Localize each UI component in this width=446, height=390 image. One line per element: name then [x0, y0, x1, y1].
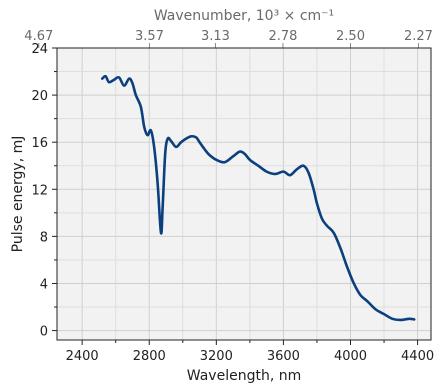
x-tick-label-5: 4400 — [401, 349, 434, 364]
top-tick-label-4: 2.50 — [336, 29, 365, 44]
y-tick-label-5: 20 — [31, 89, 48, 104]
top-tick-label-2: 3.13 — [201, 29, 230, 44]
y-tick-label-3: 12 — [31, 183, 48, 198]
x-tick-label-4: 4000 — [334, 349, 367, 364]
y-tick-label-0: 0 — [40, 325, 48, 340]
y-axis-title: Pulse energy, mJ — [10, 136, 26, 253]
y-tick-label-6: 24 — [31, 42, 48, 57]
tick-labels: 2400 2800 3200 3600 4000 4400 0 4 8 12 16 20 244.67 3… — [24, 29, 434, 364]
top-tick-label-5: 2.27 — [404, 29, 433, 44]
series-line — [100, 74, 416, 322]
y-tick-label-4: 16 — [31, 136, 48, 151]
top-tick-label-0: 4.67 — [24, 29, 53, 44]
plot-frame — [56, 47, 432, 341]
y-tick-label-2: 8 — [40, 230, 48, 245]
x-tick-label-1: 2800 — [133, 349, 166, 364]
x-tick-label-0: 2400 — [66, 349, 99, 364]
top-tick-label-1: 3.57 — [135, 29, 164, 44]
top-tick-label-3: 2.78 — [268, 29, 297, 44]
y-tick-label-1: 4 — [40, 277, 48, 292]
x-tick-label-2: 3200 — [200, 349, 233, 364]
x-axis-title: Wavelength, nm — [187, 368, 301, 384]
x-tick-label-3: 3600 — [267, 349, 300, 364]
top-axis-title: Wavenumber, 10³ × cm⁻¹ — [154, 8, 334, 24]
plot-area — [57, 48, 431, 340]
